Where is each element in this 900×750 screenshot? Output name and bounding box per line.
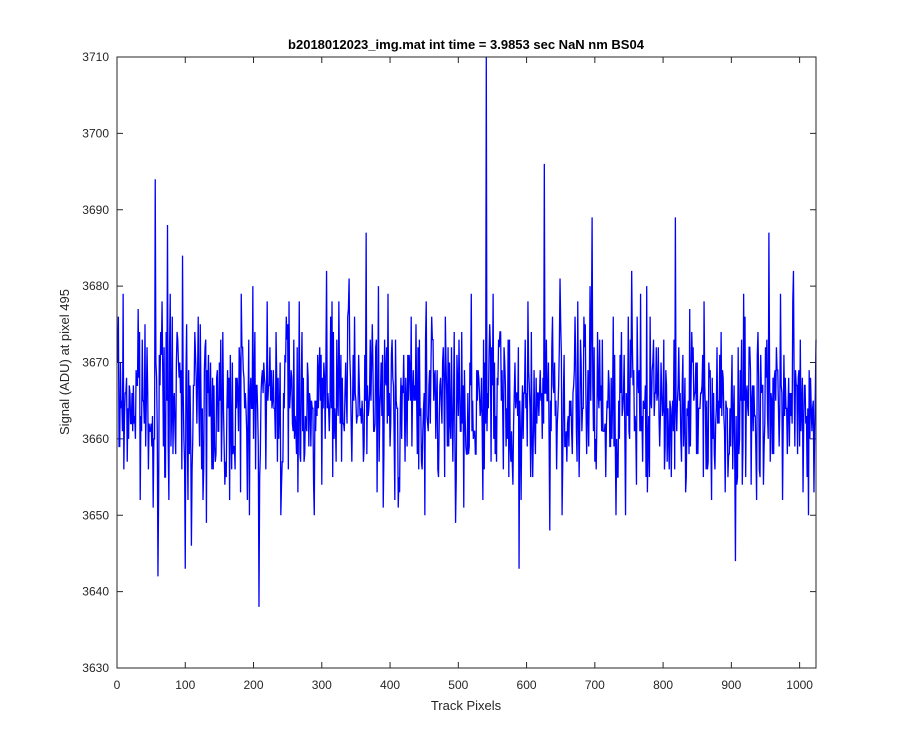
y-tick-label: 3690: [82, 203, 109, 217]
axes-box: [116, 56, 817, 669]
signal-series-line: [117, 56, 817, 607]
x-tick-label: 400: [380, 678, 400, 692]
x-tick-label: 900: [721, 678, 741, 692]
y-tick-label: 3680: [82, 279, 109, 293]
x-tick-label: 600: [517, 678, 537, 692]
plot-area: [117, 56, 817, 607]
y-axis-label: Signal (ADU) at pixel 495: [57, 289, 72, 435]
x-tick-label: 300: [312, 678, 332, 692]
y-tick-label: 3710: [82, 50, 109, 64]
chart-title: b2018012023_img.mat int time = 3.9853 se…: [288, 37, 645, 52]
x-tick-label: 500: [448, 678, 468, 692]
y-tick-label: 3700: [82, 126, 109, 140]
y-tick-label: 3630: [82, 661, 109, 675]
x-tick-label: 0: [114, 678, 121, 692]
x-axis-label: Track Pixels: [431, 698, 502, 713]
y-tick-label: 3650: [82, 508, 109, 522]
x-tick-label: 1000: [786, 678, 813, 692]
x-tick-label: 100: [175, 678, 195, 692]
x-tick-label: 200: [244, 678, 264, 692]
x-tick-label: 800: [653, 678, 673, 692]
y-tick-label: 3660: [82, 432, 109, 446]
y-tick-label: 3670: [82, 356, 109, 370]
x-axis-ticks: 0 100 200 300 400 500 600 700 800 900 1000: [114, 57, 813, 692]
x-tick-label: 700: [585, 678, 605, 692]
y-tick-label: 3640: [82, 585, 109, 599]
